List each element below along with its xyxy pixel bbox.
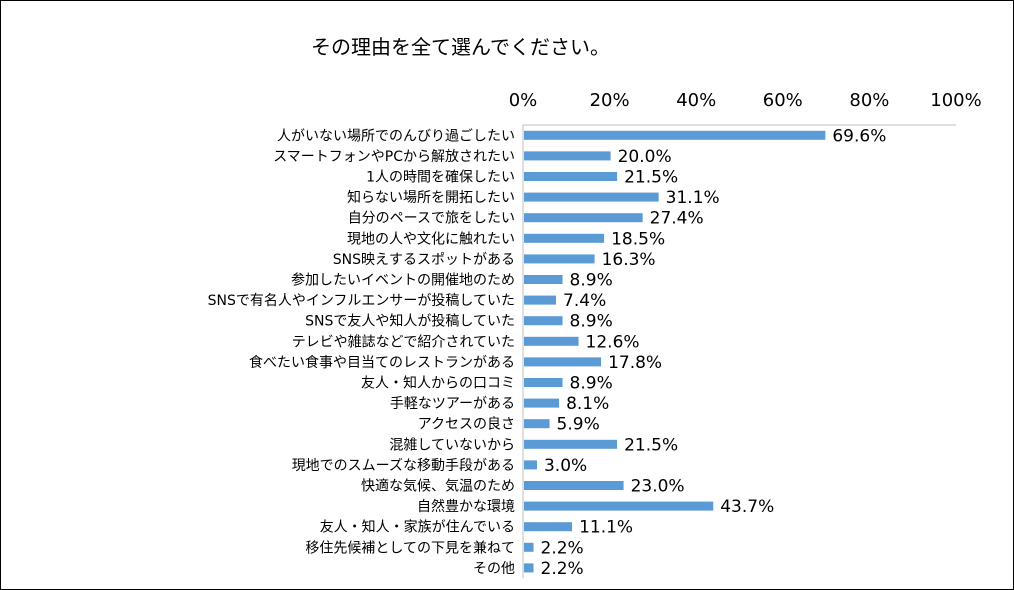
category-label: アクセスの良さ: [418, 417, 515, 433]
data-label: 7.4%: [563, 291, 606, 311]
data-label: 69.6%: [832, 126, 886, 146]
data-label: 27.4%: [650, 209, 704, 229]
data-label: 8.9%: [570, 374, 613, 394]
bar: [524, 233, 605, 243]
category-label: 食べたい食事や目当てのレストランがある: [249, 354, 515, 371]
data-label: 8.9%: [570, 312, 613, 332]
category-label: 現地の人や文化に触れたい: [347, 231, 515, 247]
category-label: SNSで友人や知人が投稿していた: [305, 313, 515, 330]
bar: [524, 357, 602, 367]
x-tick-label: 0%: [509, 90, 538, 111]
data-label: 18.5%: [611, 229, 665, 249]
category-label: テレビや雑誌などで紹介されていた: [292, 334, 515, 350]
bar: [524, 398, 560, 408]
data-label: 31.1%: [666, 188, 720, 208]
bar: [524, 501, 714, 511]
category-label: 友人・知人・家族が住んでいる: [320, 519, 515, 536]
category-label: 友人・知人からの口コミ: [361, 375, 515, 392]
data-label: 8.9%: [570, 271, 613, 291]
category-label: 自分のペースで旅をしたい: [348, 211, 515, 227]
category-label: 現地でのスムーズな移動手段がある: [292, 458, 515, 474]
data-label: 17.8%: [608, 353, 662, 373]
bar: [524, 172, 618, 181]
bar: [524, 522, 573, 532]
category-label: SNS映えするスポットがある: [333, 252, 515, 268]
bar: [524, 213, 643, 223]
chart-title: その理由を全て選んでください。: [311, 35, 610, 59]
bar: [524, 275, 563, 284]
data-label: 21.5%: [624, 168, 678, 188]
x-tick-label: 80%: [849, 90, 889, 111]
data-label: 21.5%: [624, 435, 678, 455]
data-label: 11.1%: [579, 518, 633, 538]
category-label: 快適な気候、気温のため: [361, 478, 515, 495]
x-tick-label: 100%: [930, 90, 981, 111]
data-label: 12.6%: [586, 332, 640, 352]
x-tick-label: 40%: [676, 90, 716, 111]
data-label: 2.2%: [541, 559, 584, 579]
category-label: スマートフォンやPCから解放されたい: [273, 149, 515, 165]
bar: [524, 254, 595, 264]
category-label: 混雑していないから: [389, 437, 515, 453]
bar: [524, 336, 579, 346]
bar: [524, 295, 557, 305]
data-label: 3.0%: [544, 456, 587, 476]
data-label: 43.7%: [720, 497, 774, 517]
bar: [524, 460, 537, 470]
category-label: 移住先候補としての下見を兼ねて: [305, 540, 515, 556]
x-tick-label: 20%: [590, 90, 630, 111]
category-label: SNSで有名人やインフルエンサーが投稿していた: [208, 293, 515, 309]
bar: [524, 481, 624, 490]
category-label: 自然豊かな環境: [417, 498, 515, 515]
bar: [524, 316, 563, 326]
bar: [524, 378, 563, 387]
x-tick-label: 60%: [763, 90, 803, 111]
data-label: 20.0%: [618, 147, 672, 167]
bar: [524, 151, 611, 161]
data-label: 8.1%: [566, 394, 609, 414]
category-label: 1人の時間を確保したい: [366, 170, 515, 186]
bar: [524, 192, 659, 202]
data-label: 16.3%: [602, 250, 656, 270]
bar: [524, 542, 534, 552]
data-label: 23.0%: [631, 477, 685, 497]
data-label: 2.2%: [541, 538, 584, 558]
category-label: 知らない場所を開拓したい: [347, 189, 515, 206]
bar: [524, 419, 550, 429]
category-label: 人がいない場所でのんびり過ごしたい: [277, 128, 515, 144]
category-label: 手軽なツアーがある: [390, 396, 515, 412]
data-label: 5.9%: [557, 415, 600, 435]
category-label: その他: [473, 561, 515, 577]
category-label: 参加したいイベントの開催地のため: [291, 272, 515, 289]
bar: [524, 439, 618, 449]
bar: [524, 130, 826, 140]
bar: [524, 563, 534, 573]
